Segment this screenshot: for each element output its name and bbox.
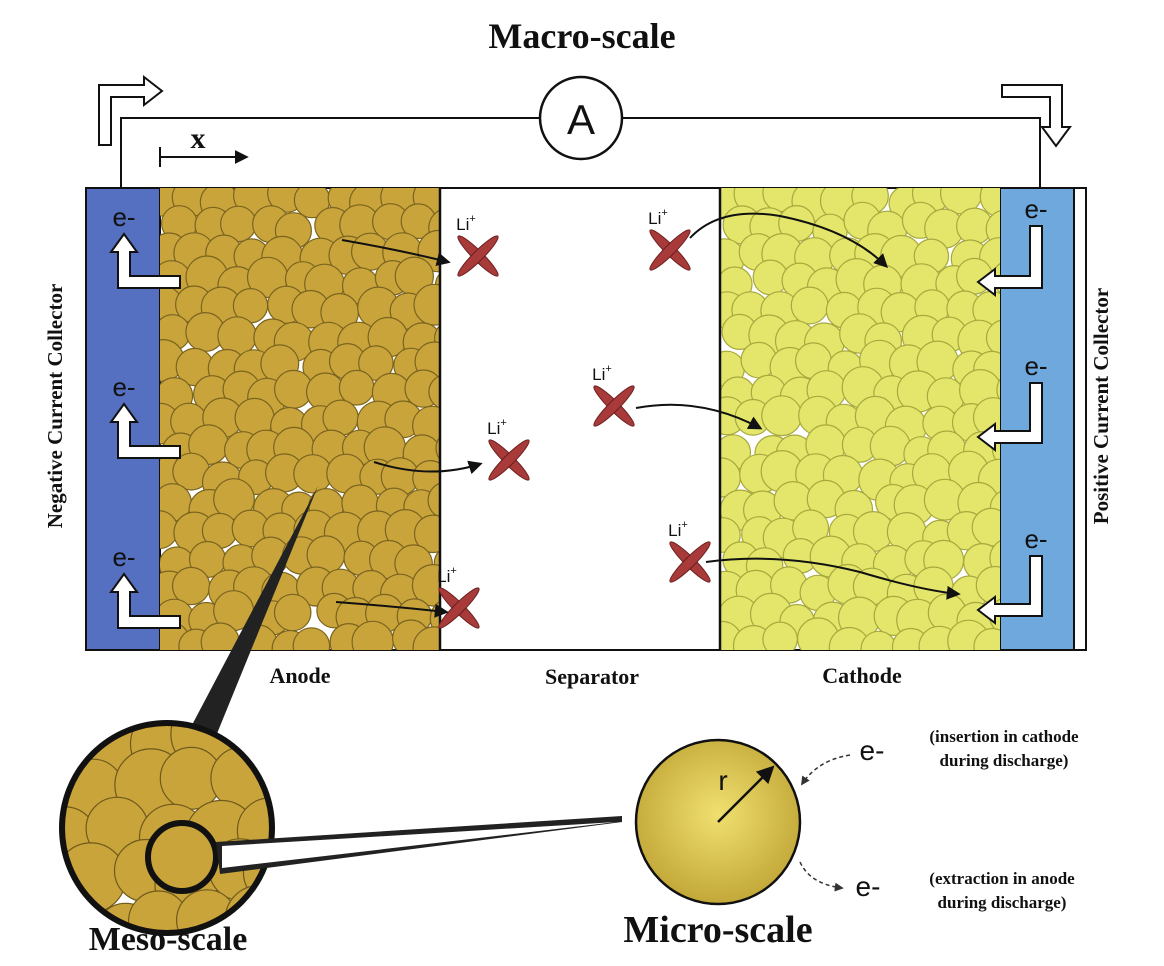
electron-label: e-	[112, 202, 135, 232]
extraction-note-line2: during discharge)	[938, 893, 1067, 912]
lithium-ion: Li+	[648, 207, 691, 271]
positive-electron-group-1: e-	[976, 194, 1048, 298]
electron-label: e-	[856, 871, 881, 902]
meso-scale-view	[59, 720, 275, 936]
meso-highlight-circle	[145, 820, 219, 894]
cathode-particle	[860, 630, 897, 650]
current-arrow-left	[98, 74, 164, 146]
electron-label: e-	[1024, 524, 1047, 554]
anode-particle	[411, 564, 440, 607]
cathode-particle	[761, 395, 803, 437]
current-arrow-right	[1001, 84, 1072, 148]
insertion-note-line1: (insertion in cathode	[929, 727, 1079, 746]
negative-electron-group-3: e-	[109, 542, 181, 629]
macro-scale-title: Macro-scale	[488, 16, 675, 56]
micro-scale-particle: r	[634, 738, 802, 906]
x-axis-label: x	[191, 122, 206, 155]
electron-extraction: e- (extraction in anode during discharge…	[799, 861, 1075, 912]
cathode-particle	[996, 378, 1000, 401]
lithium-ions: Li+Li+Li+Li+Li+Li+	[437, 207, 711, 629]
cathode-particle	[985, 319, 1000, 356]
electron-label: e-	[112, 542, 135, 572]
cathode-particle	[979, 188, 1000, 218]
micro-scale-label: Micro-scale	[623, 909, 812, 951]
lithium-ion: Li+	[487, 417, 530, 481]
extraction-note-line1: (extraction in anode	[929, 869, 1075, 888]
meso-particle	[62, 894, 95, 933]
anode-particle	[292, 627, 331, 650]
anode-particle	[412, 626, 440, 650]
ion-transport-arrows	[335, 212, 961, 618]
anode-particle	[427, 482, 440, 519]
electron-label: e-	[860, 735, 885, 766]
electron-insertion: e- (insertion in cathode during discharg…	[801, 727, 1079, 786]
anode-label: Anode	[269, 663, 330, 688]
ion-arrow	[689, 212, 888, 268]
anode-particles	[160, 188, 440, 650]
meso-scale-label: Meso-scale	[89, 921, 248, 958]
ion-arrow	[705, 557, 961, 600]
anode-particle	[351, 620, 394, 650]
negative-electron-group-2: e-	[109, 372, 181, 459]
anode-particle	[428, 375, 440, 409]
cathode-particle	[762, 621, 798, 650]
cathode-particles	[720, 188, 1000, 650]
positive-collector-label: Positive Current Collector	[1089, 288, 1113, 524]
electron-label: e-	[112, 372, 135, 402]
ion-arrow	[335, 601, 449, 618]
positive-electron-group-3: e-	[976, 524, 1048, 626]
anode-particle	[413, 514, 440, 554]
anode-particle	[273, 593, 312, 632]
separator-label: Separator	[545, 664, 639, 689]
insertion-note-line2: during discharge)	[940, 751, 1069, 770]
anode-particle	[413, 283, 440, 326]
lithium-ion: Li+	[592, 363, 635, 427]
cathode-label: Cathode	[822, 663, 902, 688]
negative-collector-label: Negative Current Collector	[43, 284, 67, 529]
radius-label: r	[718, 765, 727, 796]
electron-label: e-	[1024, 194, 1047, 224]
ion-arrow	[373, 460, 483, 475]
anode-particle	[358, 345, 394, 381]
ammeter: A	[538, 75, 624, 161]
negative-electron-group-1: e-	[109, 202, 181, 289]
external-circuit-wire	[120, 117, 1041, 188]
positive-electron-group-2: e-	[976, 351, 1048, 453]
ion-arrow	[341, 239, 451, 267]
meso-particle	[62, 723, 94, 763]
ion-arrow	[635, 403, 763, 430]
ammeter-label: A	[567, 96, 595, 143]
cathode-particle	[973, 627, 1000, 650]
x-axis-indicator: x	[159, 122, 249, 167]
meso-zoom-wedge	[192, 486, 318, 736]
cathode-particle	[790, 286, 829, 325]
anode-particle	[338, 369, 375, 406]
electron-label: e-	[1024, 351, 1047, 381]
